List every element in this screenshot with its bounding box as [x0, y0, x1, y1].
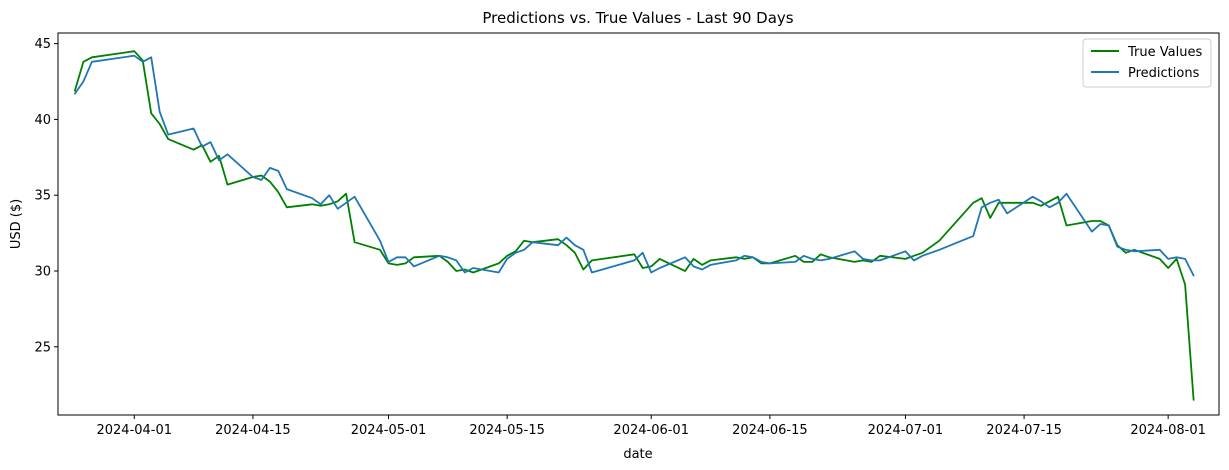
y-tick-label: 40	[34, 113, 51, 128]
legend-label-predictions: Predictions	[1128, 66, 1200, 81]
y-axis: 25 30 35 40 45	[34, 37, 58, 355]
series-layer	[74, 50, 1195, 401]
x-tick-label: 2024-07-01	[868, 423, 944, 438]
y-tick-label: 45	[34, 37, 51, 52]
legend: True Values Predictions	[1082, 38, 1212, 88]
x-tick-label: 2024-08-01	[1130, 423, 1206, 438]
x-tick-label: 2024-04-01	[96, 423, 172, 438]
x-tick-label: 2024-05-01	[351, 423, 427, 438]
x-axis-label: date	[623, 447, 652, 462]
y-tick-label: 25	[34, 340, 51, 355]
x-axis: 2024-04-01 2024-04-15 2024-05-01 2024-05-15…	[96, 415, 1206, 438]
x-tick-label: 2024-07-15	[986, 423, 1062, 438]
x-tick-label: 2024-06-15	[732, 423, 808, 438]
y-axis-label: USD ($)	[9, 199, 24, 249]
series-line-true-values	[74, 50, 1195, 401]
y-tick-label: 30	[34, 264, 51, 279]
x-tick-label: 2024-06-01	[613, 423, 689, 438]
x-tick-label: 2024-04-15	[215, 423, 291, 438]
chart-title: Predictions vs. True Values - Last 90 Da…	[482, 9, 793, 27]
x-tick-label: 2024-05-15	[469, 423, 545, 438]
y-tick-label: 35	[34, 189, 51, 204]
legend-label-true-values: True Values	[1127, 45, 1202, 60]
plot-frame	[57, 32, 1220, 416]
series-line-predictions	[74, 54, 1195, 277]
